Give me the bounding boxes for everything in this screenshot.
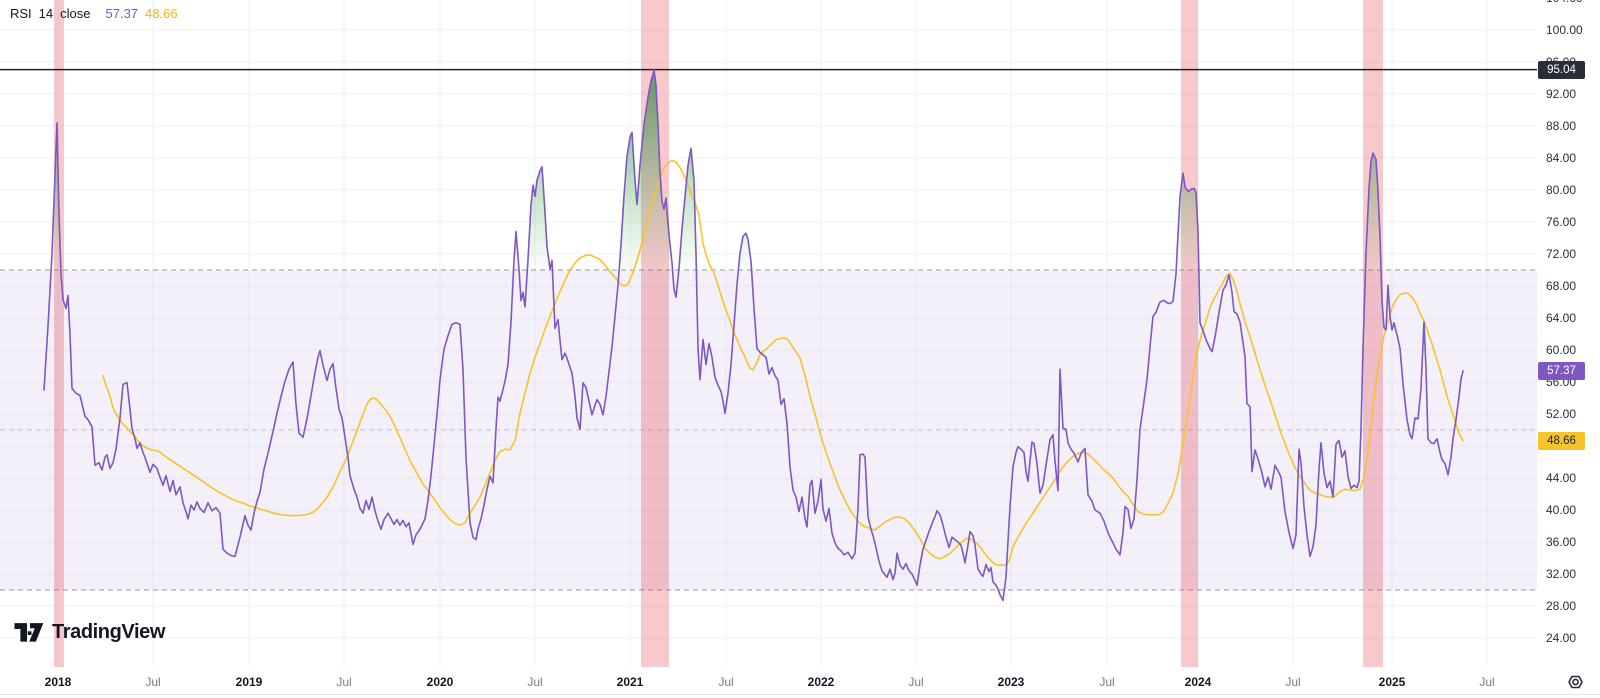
price-tick-label: 64.00 — [1546, 311, 1577, 325]
indicator-ma-value: 48.66 — [145, 6, 178, 21]
gridlines — [0, 0, 1537, 667]
price-tick-label: 68.00 — [1546, 279, 1577, 293]
time-tick-year: 2024 — [1184, 675, 1212, 689]
highlight-bars — [54, 0, 1383, 667]
price-tick-label: 52.00 — [1546, 407, 1577, 421]
price-tick-label: 72.00 — [1546, 247, 1577, 261]
indicator-legend[interactable]: RSI 14 close 57.37 48.66 — [10, 6, 178, 21]
tradingview-logo-text: TradingView — [52, 620, 166, 643]
ma-line[interactable] — [102, 159, 1464, 566]
time-tick-month: Jul — [908, 675, 924, 689]
rsi-line[interactable] — [43, 69, 1464, 602]
scale-settings-icon[interactable] — [1562, 670, 1586, 694]
price-tick-label: 28.00 — [1546, 599, 1577, 613]
indicator-rsi-value: 57.37 — [105, 6, 139, 21]
tradingview-logo[interactable]: TradingView — [13, 618, 165, 646]
price-tick-label: 60.00 — [1546, 343, 1577, 357]
price-badge-rsi: 57.37 — [1538, 362, 1585, 381]
highlight-bar — [1181, 0, 1198, 667]
time-tick-month: Jul — [1479, 675, 1495, 689]
rsi-band — [0, 269, 1537, 591]
bottom-border — [0, 694, 1600, 695]
indicator-source: close — [60, 6, 91, 21]
series-lines — [43, 69, 1464, 602]
oversold-fill — [44, 590, 1463, 601]
indicator-period: 14 — [38, 6, 54, 21]
price-tick-label: 32.00 — [1546, 567, 1577, 581]
price-tick-label: 76.00 — [1546, 215, 1577, 229]
time-tick-month: Jul — [336, 675, 352, 689]
tradingview-logo-icon — [14, 623, 44, 642]
price-tick-label: 104.00 — [1546, 0, 1583, 6]
time-tick-month: Jul — [527, 675, 543, 689]
time-tick-year: 2025 — [1378, 675, 1406, 689]
time-tick-month: Jul — [1099, 675, 1115, 689]
time-tick-month: Jul — [1285, 675, 1301, 689]
price-badge-level: 95.04 — [1538, 60, 1585, 79]
price-tick-label: 88.00 — [1546, 119, 1577, 133]
price-tick-label: 24.00 — [1546, 631, 1577, 645]
price-tick-label: 100.00 — [1546, 23, 1583, 37]
highlight-bar — [54, 0, 64, 667]
time-tick-year: 2022 — [807, 675, 835, 689]
time-axis[interactable]: 2018 Jul 2019 Jul 2020 Jul 2021 Jul 2022 Jul 2023 J… — [0, 667, 1600, 698]
price-axis[interactable]: 104.00100.0096.0092.0088.0084.0080.0076.… — [1537, 0, 1600, 667]
time-tick-year: 2023 — [997, 675, 1025, 689]
time-tick-year: 2020 — [426, 675, 454, 689]
highlight-bar — [1363, 0, 1383, 667]
time-tick-year: 2018 — [44, 675, 72, 689]
price-tick-label: 40.00 — [1546, 503, 1577, 517]
price-tick-label: 44.00 — [1546, 471, 1577, 485]
price-tick-label: 92.00 — [1546, 87, 1577, 101]
overbought-fill — [44, 70, 1463, 270]
time-tick-month: Jul — [145, 675, 161, 689]
time-tick-year: 2021 — [616, 675, 644, 689]
time-tick-year: 2019 — [235, 675, 263, 689]
price-badge-ma: 48.66 — [1538, 431, 1585, 450]
price-tick-label: 80.00 — [1546, 183, 1577, 197]
time-tick-month: Jul — [718, 675, 734, 689]
price-tick-label: 84.00 — [1546, 151, 1577, 165]
price-tick-label: 36.00 — [1546, 535, 1577, 549]
indicator-name[interactable]: RSI — [10, 6, 32, 21]
